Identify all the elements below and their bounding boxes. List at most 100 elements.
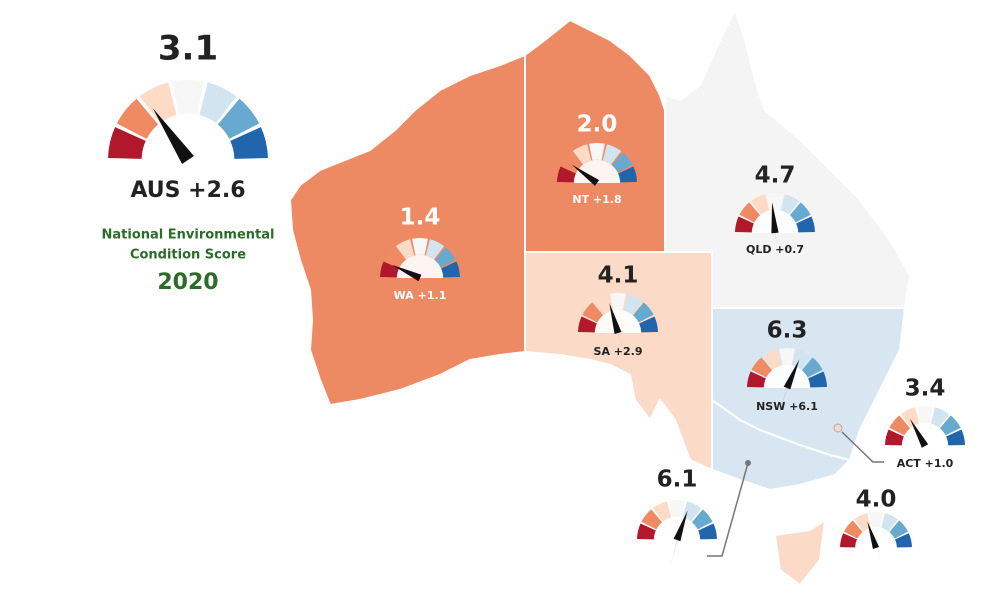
gauge-segment (172, 80, 204, 115)
gauge-segment (230, 127, 268, 159)
national-score: 3.1 (158, 29, 218, 69)
leader-line (707, 462, 749, 557)
gauge-segment (637, 523, 656, 540)
gauge-segment (641, 509, 663, 530)
gauge-segment (698, 523, 717, 540)
gauge-base (855, 527, 897, 548)
needle-shadow (415, 276, 445, 292)
gauge-segment (930, 407, 950, 428)
gauge-segment (840, 533, 857, 548)
gauge-segment (611, 152, 633, 173)
gauge-segment (889, 520, 909, 539)
gauge-segment (217, 98, 260, 139)
region-label: WA +1.1 (394, 289, 447, 302)
gauge-segment (380, 261, 399, 278)
year: 2020 (157, 270, 218, 295)
needle-shadow (874, 543, 885, 573)
gauge-segment (682, 501, 702, 522)
needle (571, 164, 600, 186)
gauge-segment (139, 82, 177, 124)
region-label: SA +2.9 (594, 345, 643, 358)
gauge-segment (735, 216, 754, 233)
needle (867, 521, 880, 550)
gauge-segment (593, 294, 613, 315)
gauge-segment (808, 371, 827, 388)
gauge-segment (750, 194, 770, 215)
region-score: 4.0 (856, 487, 897, 513)
gauge-base (653, 516, 701, 540)
needle-shadow (922, 441, 940, 471)
needle-shadow (593, 180, 620, 201)
needle (673, 510, 688, 542)
gauge-segment (395, 239, 415, 260)
gauge-segment (780, 194, 800, 215)
needle-shadow (182, 152, 219, 205)
needle (391, 264, 422, 282)
needle (152, 108, 194, 165)
needle (909, 418, 929, 448)
gauge-base (763, 364, 811, 388)
region-score: 3.4 (905, 376, 946, 402)
gauge-segment (632, 302, 654, 323)
gauge-segment (610, 293, 626, 311)
map (288, 7, 912, 587)
gauge-segment (561, 152, 583, 173)
gauge-segment (796, 216, 815, 233)
gauge-base (594, 309, 642, 333)
gauge-segment (801, 357, 823, 378)
gauge-segment (843, 520, 863, 539)
gauge-segment (669, 499, 685, 518)
gauge-segment (589, 143, 605, 161)
region-score: 6.1 (657, 467, 698, 493)
region-score: 6.3 (767, 318, 808, 344)
gauge-segment (762, 349, 782, 370)
gauge-segment (900, 407, 920, 428)
gauge-segment (889, 415, 911, 436)
gauge-segment (623, 294, 643, 315)
gauge-segment (116, 98, 159, 139)
region-score: 2.0 (577, 112, 618, 138)
region-score: 4.1 (598, 263, 639, 289)
gauge-segment (767, 193, 783, 211)
gauge-segment (868, 512, 884, 528)
state-shape (773, 517, 827, 587)
gauge-segment (572, 144, 592, 165)
gauge-segment (441, 261, 460, 278)
region-label: ACT +1.0 (897, 457, 954, 470)
gauge-segment (602, 144, 622, 165)
gauge-segment (751, 357, 773, 378)
gauge-segment (789, 202, 811, 223)
gauge-segment (434, 247, 456, 268)
gauge-segment (691, 509, 713, 530)
gauge-segment (779, 348, 795, 366)
region-label: NT +1.8 (572, 193, 621, 206)
needle-shadow (774, 228, 780, 261)
gauge-segment (582, 302, 604, 323)
gauge-segment (199, 82, 237, 124)
leader-line (841, 431, 884, 463)
gauge-segment (946, 429, 965, 446)
gauge-base (901, 422, 949, 446)
national-label: AUS +2.6 (130, 178, 245, 203)
gauge-segment (881, 513, 898, 532)
leader-dot (745, 460, 751, 466)
subtitle: National Environmental (102, 228, 275, 243)
gauge-segment (895, 533, 912, 548)
gauge-segment (578, 316, 597, 333)
needle-shadow (670, 535, 679, 567)
gauge-segment (939, 415, 961, 436)
region-label: NSW +6.1 (756, 400, 818, 413)
gauge-base (573, 159, 621, 183)
needle-shadow (616, 328, 627, 360)
act-marker (833, 423, 843, 433)
needle (771, 201, 779, 234)
gauge-segment (108, 127, 146, 159)
gauge-segment (384, 247, 406, 268)
needle (609, 303, 622, 335)
region-score: 1.4 (400, 205, 441, 231)
gauge-segment (747, 371, 766, 388)
gauge-segment (854, 513, 871, 532)
gauge-segment (885, 429, 904, 446)
gauge-segment (557, 166, 576, 183)
